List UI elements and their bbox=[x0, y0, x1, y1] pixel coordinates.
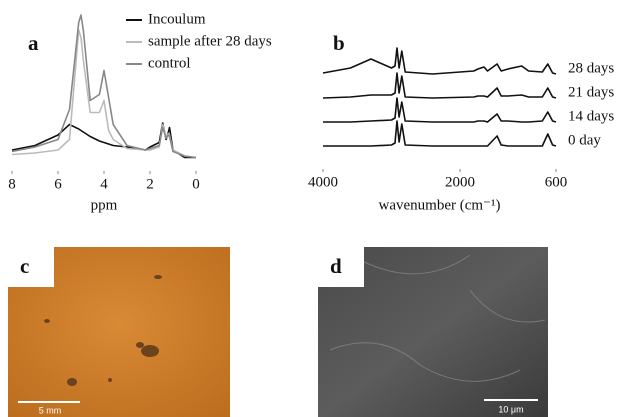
scale-label: 5 mm bbox=[39, 405, 62, 415]
x-tick-label: 8 bbox=[8, 176, 16, 192]
x-tick-label: 2 bbox=[146, 176, 154, 192]
spectrum bbox=[11, 29, 197, 159]
spectrum bbox=[11, 122, 196, 159]
label-box bbox=[8, 247, 54, 287]
legend-label: Incoulum bbox=[148, 11, 206, 27]
trace-label: 0 day bbox=[568, 132, 601, 148]
spectrum bbox=[322, 47, 557, 75]
panel-label: b bbox=[333, 31, 345, 55]
scale-label: 10 μm bbox=[498, 404, 523, 414]
x-axis-label: ppm bbox=[91, 197, 118, 213]
debris bbox=[44, 275, 162, 386]
spectrum bbox=[322, 72, 557, 99]
panel-label: a bbox=[28, 31, 39, 55]
legend-label: sample after 28 days bbox=[148, 33, 272, 49]
legend-label: control bbox=[148, 55, 191, 71]
spectrum bbox=[11, 14, 197, 159]
panel-label: c bbox=[20, 254, 29, 278]
trace-label: 28 days bbox=[568, 60, 614, 76]
x-tick-label: 6 bbox=[54, 176, 62, 192]
panel-label: d bbox=[330, 254, 342, 278]
spectrum bbox=[323, 120, 557, 147]
x-tick-label: 4 bbox=[100, 176, 108, 192]
label-box bbox=[318, 247, 364, 287]
x-tick-label: 0 bbox=[192, 176, 200, 192]
x-axis-label: wavenumber (cm⁻¹) bbox=[379, 197, 501, 213]
x-tick-label: 2000 bbox=[445, 174, 475, 190]
trace-label: 21 days bbox=[568, 84, 614, 100]
trace-label: 14 days bbox=[568, 108, 614, 124]
x-tick-label: 4000 bbox=[308, 174, 338, 190]
spectrum bbox=[323, 97, 557, 123]
sem-texture bbox=[329, 254, 546, 382]
x-tick-label: 600 bbox=[545, 174, 568, 190]
